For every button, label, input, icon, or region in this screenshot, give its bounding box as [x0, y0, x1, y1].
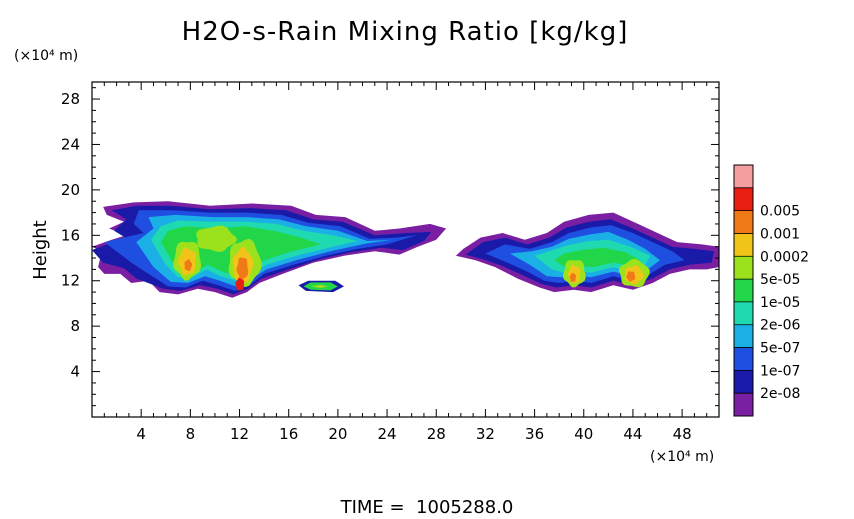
- x-tick-label: 12: [230, 425, 249, 443]
- x-tick-label: 8: [186, 425, 196, 443]
- x-unit-label: (×10⁴ m): [650, 449, 714, 465]
- colorbar-label: 2e-08: [760, 386, 800, 402]
- cloud-patch: [310, 284, 328, 289]
- colorbar-swatch: [734, 347, 753, 371]
- y-unit-label: (×10⁴ m): [14, 48, 78, 64]
- x-tick-label: 28: [427, 425, 446, 443]
- colorbar-swatch: [734, 324, 753, 348]
- y-axis-label: Height: [30, 220, 51, 280]
- colorbar-label: 0.005: [760, 204, 800, 220]
- cloud-core-left: [184, 259, 193, 272]
- colorbar-frame: [733, 164, 754, 417]
- cloud-core-left: [235, 277, 245, 291]
- colorbar-label: 2e-06: [760, 318, 800, 334]
- time-label: TIME = 1005288.0: [340, 497, 514, 518]
- colorbar-swatch: [734, 279, 753, 302]
- cloud-core-left: [196, 225, 238, 252]
- colorbar-swatch: [734, 256, 753, 280]
- y-tick-label: 28: [61, 90, 80, 108]
- x-tick-label: 20: [328, 425, 347, 443]
- chart-title: H2O-s-Rain Mixing Ratio [kg/kg]: [182, 17, 629, 47]
- colorbar-label: 1e-07: [760, 363, 800, 379]
- colorbar-label: 0.001: [760, 226, 800, 242]
- x-axis: 4 8 12 16 20 24 28 32 36 40 44 48: [103, 82, 708, 443]
- y-axis: 4 8 12 16 20 24 28: [61, 87, 719, 407]
- colorbar-swatch: [734, 210, 753, 234]
- colorbar-swatch: [734, 165, 753, 188]
- x-tick-label: 40: [574, 425, 593, 443]
- colorbar-label: 5e-05: [760, 272, 800, 288]
- x-tick-label: 48: [673, 425, 692, 443]
- x-tick-label: 32: [476, 425, 495, 443]
- colorbar-label: 5e-07: [760, 341, 800, 357]
- colorbar-swatch: [734, 393, 753, 416]
- y-tick-label: 4: [70, 363, 80, 381]
- colorbar: 2e-08 1e-07 5e-07 2e-06 1e-05 5e-05 0.0002 0.00…: [733, 164, 809, 417]
- x-tick-label: 36: [525, 425, 544, 443]
- y-tick-label: 24: [61, 135, 80, 153]
- plot-frame: [91, 81, 720, 418]
- x-tick-label: 16: [279, 425, 298, 443]
- colorbar-swatch: [734, 370, 753, 394]
- x-tick-label: 44: [623, 425, 642, 443]
- y-tick-label: 8: [70, 317, 80, 335]
- rain-field: [92, 201, 719, 298]
- y-tick-label: 12: [61, 272, 80, 290]
- x-tick-label: 4: [136, 425, 146, 443]
- colorbar-label: 0.0002: [760, 249, 809, 265]
- x-tick-label: 24: [378, 425, 397, 443]
- colorbar-swatch: [734, 187, 753, 211]
- y-tick-label: 20: [61, 181, 80, 199]
- cloud-core-right: [626, 271, 636, 282]
- colorbar-swatch: [734, 301, 753, 325]
- colorbar-label: 1e-05: [760, 295, 800, 311]
- y-tick-label: 16: [61, 226, 80, 244]
- colorbar-swatch: [734, 233, 753, 257]
- cloud-core-left: [236, 257, 249, 281]
- cloud-core-right: [569, 272, 577, 282]
